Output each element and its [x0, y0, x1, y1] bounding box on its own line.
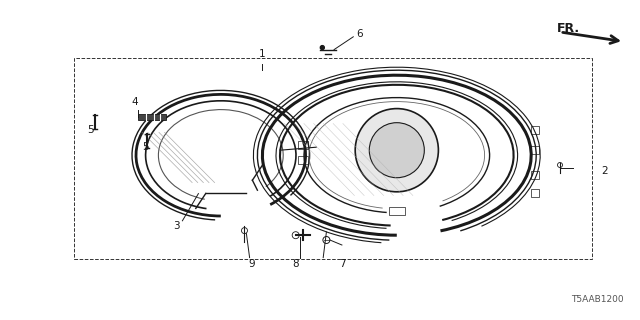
Bar	[531, 126, 540, 134]
Bar	[531, 146, 540, 154]
Text: 2: 2	[602, 166, 608, 176]
Bar	[531, 189, 540, 197]
Circle shape	[369, 123, 424, 178]
Circle shape	[292, 232, 299, 239]
Circle shape	[355, 108, 438, 192]
Circle shape	[323, 236, 330, 244]
Text: 3: 3	[173, 220, 179, 231]
Circle shape	[321, 46, 324, 50]
Text: 4: 4	[131, 97, 138, 107]
Bar	[74, 58, 592, 259]
Bar	[298, 141, 308, 149]
Text: 8: 8	[292, 259, 299, 269]
Text: 9: 9	[248, 259, 255, 269]
Text: 5: 5	[88, 124, 94, 135]
Bar	[389, 207, 405, 215]
Bar	[298, 156, 308, 164]
Text: 7: 7	[339, 259, 346, 269]
Text: 5: 5	[143, 142, 149, 152]
Bar	[531, 171, 540, 179]
Text: T5AAB1200: T5AAB1200	[572, 295, 624, 304]
Bar	[138, 114, 166, 120]
Circle shape	[241, 228, 248, 234]
Text: 6: 6	[356, 28, 363, 39]
Text: FR.: FR.	[557, 22, 580, 35]
Text: 1: 1	[259, 49, 266, 59]
Circle shape	[557, 163, 563, 167]
